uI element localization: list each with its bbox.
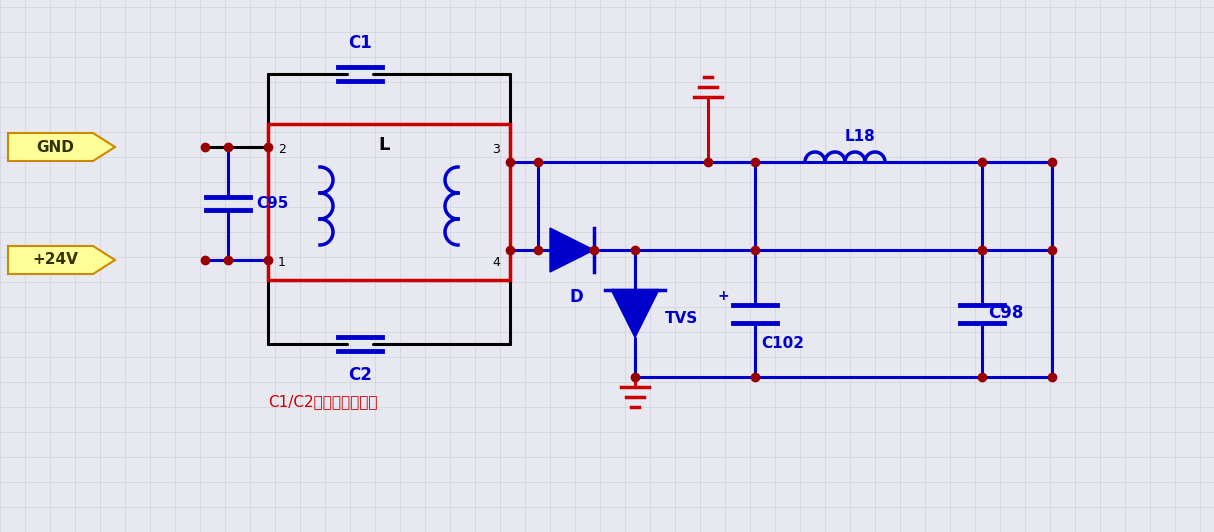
Polygon shape: [8, 246, 115, 274]
Text: C2: C2: [348, 366, 371, 384]
Bar: [268, 124, 510, 280]
Text: 1: 1: [278, 256, 285, 269]
Text: C95: C95: [256, 196, 289, 211]
Polygon shape: [611, 289, 659, 337]
Text: +24V: +24V: [33, 253, 79, 268]
Text: C1/C2为等效耦合电容: C1/C2为等效耦合电容: [268, 394, 378, 409]
Text: C102: C102: [761, 336, 804, 351]
Text: GND: GND: [36, 139, 74, 154]
Text: 4: 4: [492, 256, 500, 269]
Text: TVS: TVS: [665, 311, 698, 326]
Text: L18: L18: [845, 129, 875, 144]
Text: C98: C98: [988, 304, 1023, 322]
Text: +: +: [717, 288, 728, 303]
Text: 3: 3: [492, 143, 500, 156]
Text: C1: C1: [348, 34, 371, 52]
Polygon shape: [550, 228, 594, 272]
Text: 2: 2: [278, 143, 285, 156]
Polygon shape: [8, 133, 115, 161]
Text: D: D: [569, 288, 583, 306]
Text: L: L: [379, 136, 390, 154]
